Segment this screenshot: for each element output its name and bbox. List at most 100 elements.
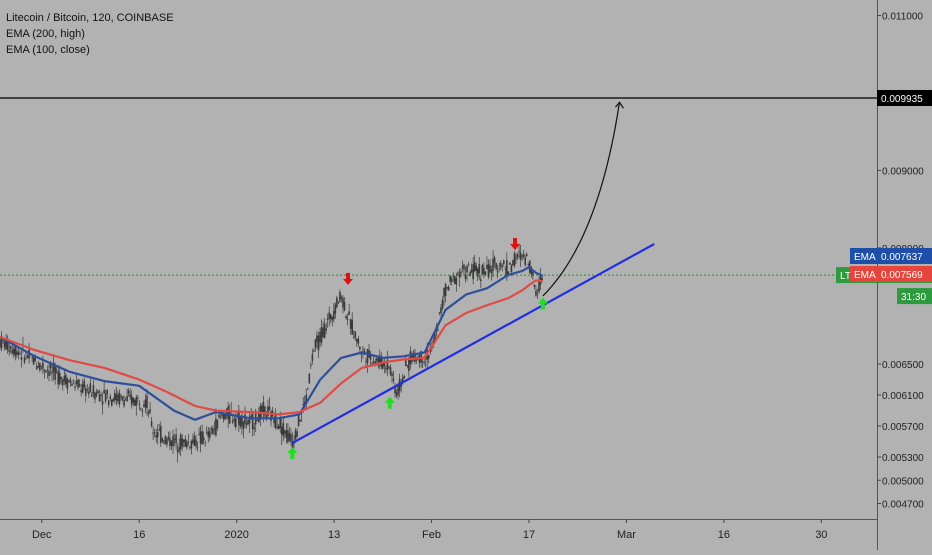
candle-body (207, 431, 210, 437)
candle-body (130, 395, 133, 405)
buy-arrow-marker[interactable] (287, 447, 298, 460)
candle-body (242, 421, 245, 429)
candle-body (530, 267, 533, 275)
candle-body (380, 355, 383, 367)
candle-body (359, 346, 361, 350)
candle-body (354, 331, 357, 339)
legend-symbol[interactable]: Litecoin / Bitcoin, 120, COINBASE (6, 12, 174, 24)
candle-body (475, 265, 478, 271)
trendline[interactable] (291, 243, 655, 445)
candle-body (3, 341, 6, 348)
candle-body (378, 356, 381, 364)
ema-blue-price-label-bg[interactable] (877, 248, 932, 264)
candle-body (92, 385, 95, 394)
candle-body (84, 388, 87, 396)
candle-body (159, 426, 162, 443)
sell-arrow-marker[interactable] (343, 272, 354, 285)
candle-body (392, 378, 395, 381)
candle-body (103, 390, 105, 394)
candle-body (58, 372, 61, 384)
candle-body (403, 376, 406, 379)
candle-body (458, 273, 461, 278)
legend-ema-100[interactable]: EMA (100, close) (6, 44, 90, 56)
candle-body (144, 399, 147, 408)
time-axis-panel[interactable] (0, 519, 877, 550)
level-price-label[interactable]: 0.009935 (881, 94, 923, 105)
candle-body (213, 428, 216, 430)
candle-body (123, 400, 125, 406)
candle-body (264, 406, 266, 416)
candle-body (247, 419, 249, 425)
candle-body (198, 434, 200, 435)
x-tick-label: 16 (133, 529, 145, 541)
candle-body (81, 384, 84, 393)
candle-body (512, 259, 514, 266)
buy-arrow-marker[interactable] (384, 396, 395, 409)
legend-ema-200[interactable]: EMA (200, high) (6, 28, 85, 40)
candle-body (227, 406, 229, 420)
candle-body (133, 399, 136, 406)
candle-body (239, 416, 242, 427)
x-tick-label: 17 (523, 529, 535, 541)
level-price-label-bg[interactable] (877, 89, 932, 106)
candle-body (306, 388, 309, 390)
candle-body (14, 346, 17, 357)
y-tick-label: 0.005300 (882, 453, 924, 464)
bar-countdown-label-bg[interactable] (897, 288, 932, 305)
candle-body (325, 328, 327, 331)
ema-100-close-line[interactable] (0, 279, 544, 416)
candle-body (420, 350, 422, 363)
x-tick-label: Mar (617, 529, 636, 541)
candle-body (279, 418, 282, 429)
candle-body (42, 362, 44, 369)
candle-body (386, 359, 389, 371)
candle-body (262, 401, 265, 414)
plot-area[interactable] (0, 0, 877, 519)
candle-body (66, 379, 69, 389)
candle-body (199, 431, 202, 444)
candle-body (268, 406, 271, 410)
candle-body (478, 264, 481, 273)
candle-body (26, 355, 29, 358)
ema-red-name-label[interactable]: EMA (854, 270, 876, 281)
candle-body (120, 395, 122, 397)
candle-body (17, 352, 20, 355)
candle-body (446, 287, 448, 288)
ema-red-price-label[interactable]: 0.007569 (881, 270, 923, 281)
candle-body (510, 265, 513, 273)
candle-body (452, 275, 455, 277)
ema-blue-name-label[interactable]: EMA (854, 252, 876, 263)
candle-body (95, 392, 98, 397)
candle-body (94, 392, 96, 400)
candle-body (270, 411, 272, 421)
sell-arrow-marker[interactable] (510, 238, 521, 251)
candle-body (352, 337, 355, 339)
candle-body (441, 300, 444, 309)
candle-body (300, 412, 303, 414)
candle-body (322, 327, 324, 338)
candle-body (166, 438, 168, 445)
candle-body (109, 396, 112, 399)
candle-body (409, 351, 412, 365)
candle-body (489, 265, 491, 272)
candle-body (170, 440, 173, 447)
ema-blue-price-label[interactable]: 0.007637 (881, 252, 923, 263)
candle-body (126, 395, 128, 402)
ema-red-price-label-bg[interactable] (877, 266, 932, 282)
candle-body (202, 437, 205, 441)
buy-arrow-marker[interactable] (537, 297, 548, 310)
candle-body (261, 405, 263, 413)
x-tick-label: 16 (718, 529, 730, 541)
candle-body (498, 268, 500, 270)
candle-body (460, 271, 462, 274)
candle-body (0, 339, 1, 347)
bar-countdown-label[interactable]: 31:30 (901, 292, 926, 303)
candle-body (218, 414, 220, 418)
candle-body (502, 260, 505, 264)
ema-200-high-line[interactable] (0, 266, 544, 421)
projection-curve[interactable] (542, 102, 621, 297)
candle-body (196, 446, 199, 448)
candle-body (369, 354, 372, 360)
